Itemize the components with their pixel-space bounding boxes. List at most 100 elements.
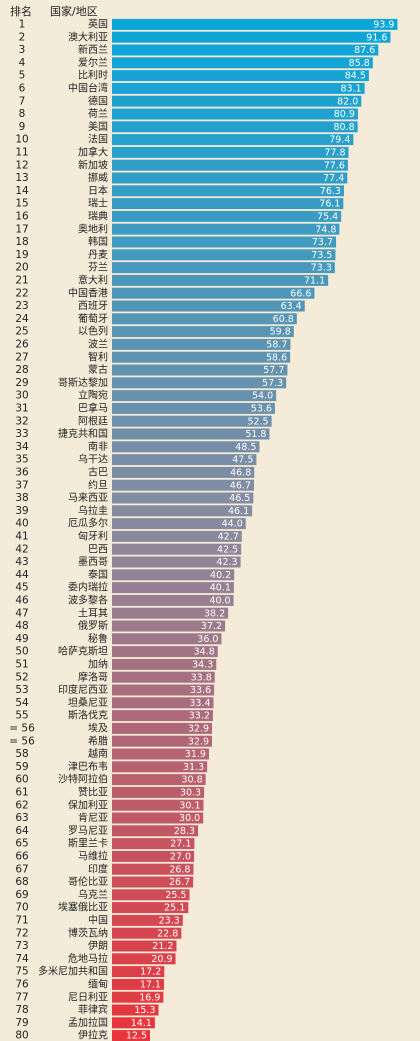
category-label: 立陶宛 [78,389,108,402]
value-label: 32.9 [188,724,209,735]
bar [112,402,275,414]
category-label: 摩洛哥 [78,670,108,683]
rank-label: 32 [15,415,28,427]
bar [112,658,217,670]
value-label: 27.1 [170,839,191,850]
bar [112,223,340,235]
value-label: 76.3 [320,186,341,197]
rank-label: 27 [15,351,28,363]
value-label: 76.1 [319,199,340,210]
category-label: 印度尼西亚 [58,683,108,696]
value-label: 71.1 [304,276,325,287]
value-label: 14.1 [131,1018,152,1029]
bar [112,236,337,248]
bar [112,722,213,734]
bar [112,1004,159,1016]
category-label: 波多黎各 [68,594,108,607]
category-label: 爱尔兰 [78,56,108,69]
rank-label: 53 [15,684,28,696]
category-label: 巴拿马 [78,402,108,415]
value-label: 74.8 [315,224,336,235]
rank-label: 47 [15,607,28,619]
bar [112,300,305,312]
category-label: 越南 [88,747,108,760]
value-label: 40.0 [209,596,230,607]
category-label: 多米尼加共和国 [38,965,108,978]
bar [112,1030,150,1041]
category-label: 乌拉圭 [78,504,108,517]
value-label: 46.1 [228,506,249,517]
category-label: 波兰 [88,338,108,351]
rank-label: 79 [15,1017,28,1029]
category-label: 印度 [88,862,108,875]
bar [112,159,348,171]
category-label: 英国 [88,18,108,31]
value-label: 30.3 [180,788,201,799]
category-label: 日本 [88,184,108,197]
bar [112,479,254,491]
rank-label: 52 [15,671,28,683]
bar [112,1017,155,1029]
rank-label: 16 [15,211,29,223]
rank-label: 33 [15,428,28,440]
category-label: 津巴布韦 [68,761,108,773]
rank-label: 73 [15,940,28,952]
value-label: 32.9 [188,736,209,747]
value-label: 66.6 [290,288,311,299]
value-label: 36.0 [197,634,218,645]
bar [112,914,183,926]
value-label: 26.7 [169,877,190,888]
value-label: 93.9 [373,20,394,31]
bar [112,364,288,376]
rank-label: 29 [15,377,28,389]
rank-label: 48 [15,620,28,632]
category-label: 美国 [88,120,108,133]
value-label: 84.5 [345,71,366,82]
value-label: 73.5 [311,250,332,261]
bar [112,18,398,30]
bar [112,274,329,286]
bar [112,543,242,555]
rank-label: 72 [15,927,28,939]
value-label: 60.8 [273,314,294,325]
value-label: 53.6 [251,404,272,415]
bar [112,991,164,1003]
rank-label: = 56 [9,735,35,747]
rank-label: 63 [15,812,28,824]
bar [112,210,342,222]
category-label: 尼日利亚 [68,991,108,1003]
category-label: 新加坡 [78,158,108,171]
category-label: 西班牙 [78,300,108,312]
category-label: 澳大利亚 [68,30,108,43]
bar [112,863,194,875]
rank-label: 20 [15,262,28,274]
bar [112,82,365,94]
category-label: 马来西亚 [68,492,108,504]
bar [112,454,257,466]
rank-label: 23 [15,300,28,312]
value-label: 73.7 [312,237,333,248]
category-label: 泰国 [88,568,108,581]
rank-label: 60 [15,774,28,786]
value-label: 33.2 [189,711,210,722]
bar [112,326,294,338]
value-label: 54.0 [252,391,273,402]
category-label: 葡萄牙 [78,312,108,325]
rank-label: 55 [15,710,28,722]
category-label: 阿根廷 [78,414,108,427]
bar [112,415,272,427]
rank-label: 49 [15,633,28,645]
chart-rows: 1 英国 93.9 2 澳大利亚 91.6 3 新西兰 87.6 4 爱尔兰 85.8 5 比利时 84.5… [9,18,398,1041]
rank-label: 70 [15,902,28,914]
rank-label: 18 [15,236,28,248]
value-label: 28.3 [174,826,195,837]
category-label: 挪威 [88,171,108,184]
rank-label: 66 [15,851,29,863]
rank-label: 76 [15,979,29,991]
value-label: 52.5 [247,416,268,427]
bar [112,530,242,542]
rank-label: 11 [15,147,28,159]
value-label: 77.8 [324,148,345,159]
bar [112,953,176,965]
